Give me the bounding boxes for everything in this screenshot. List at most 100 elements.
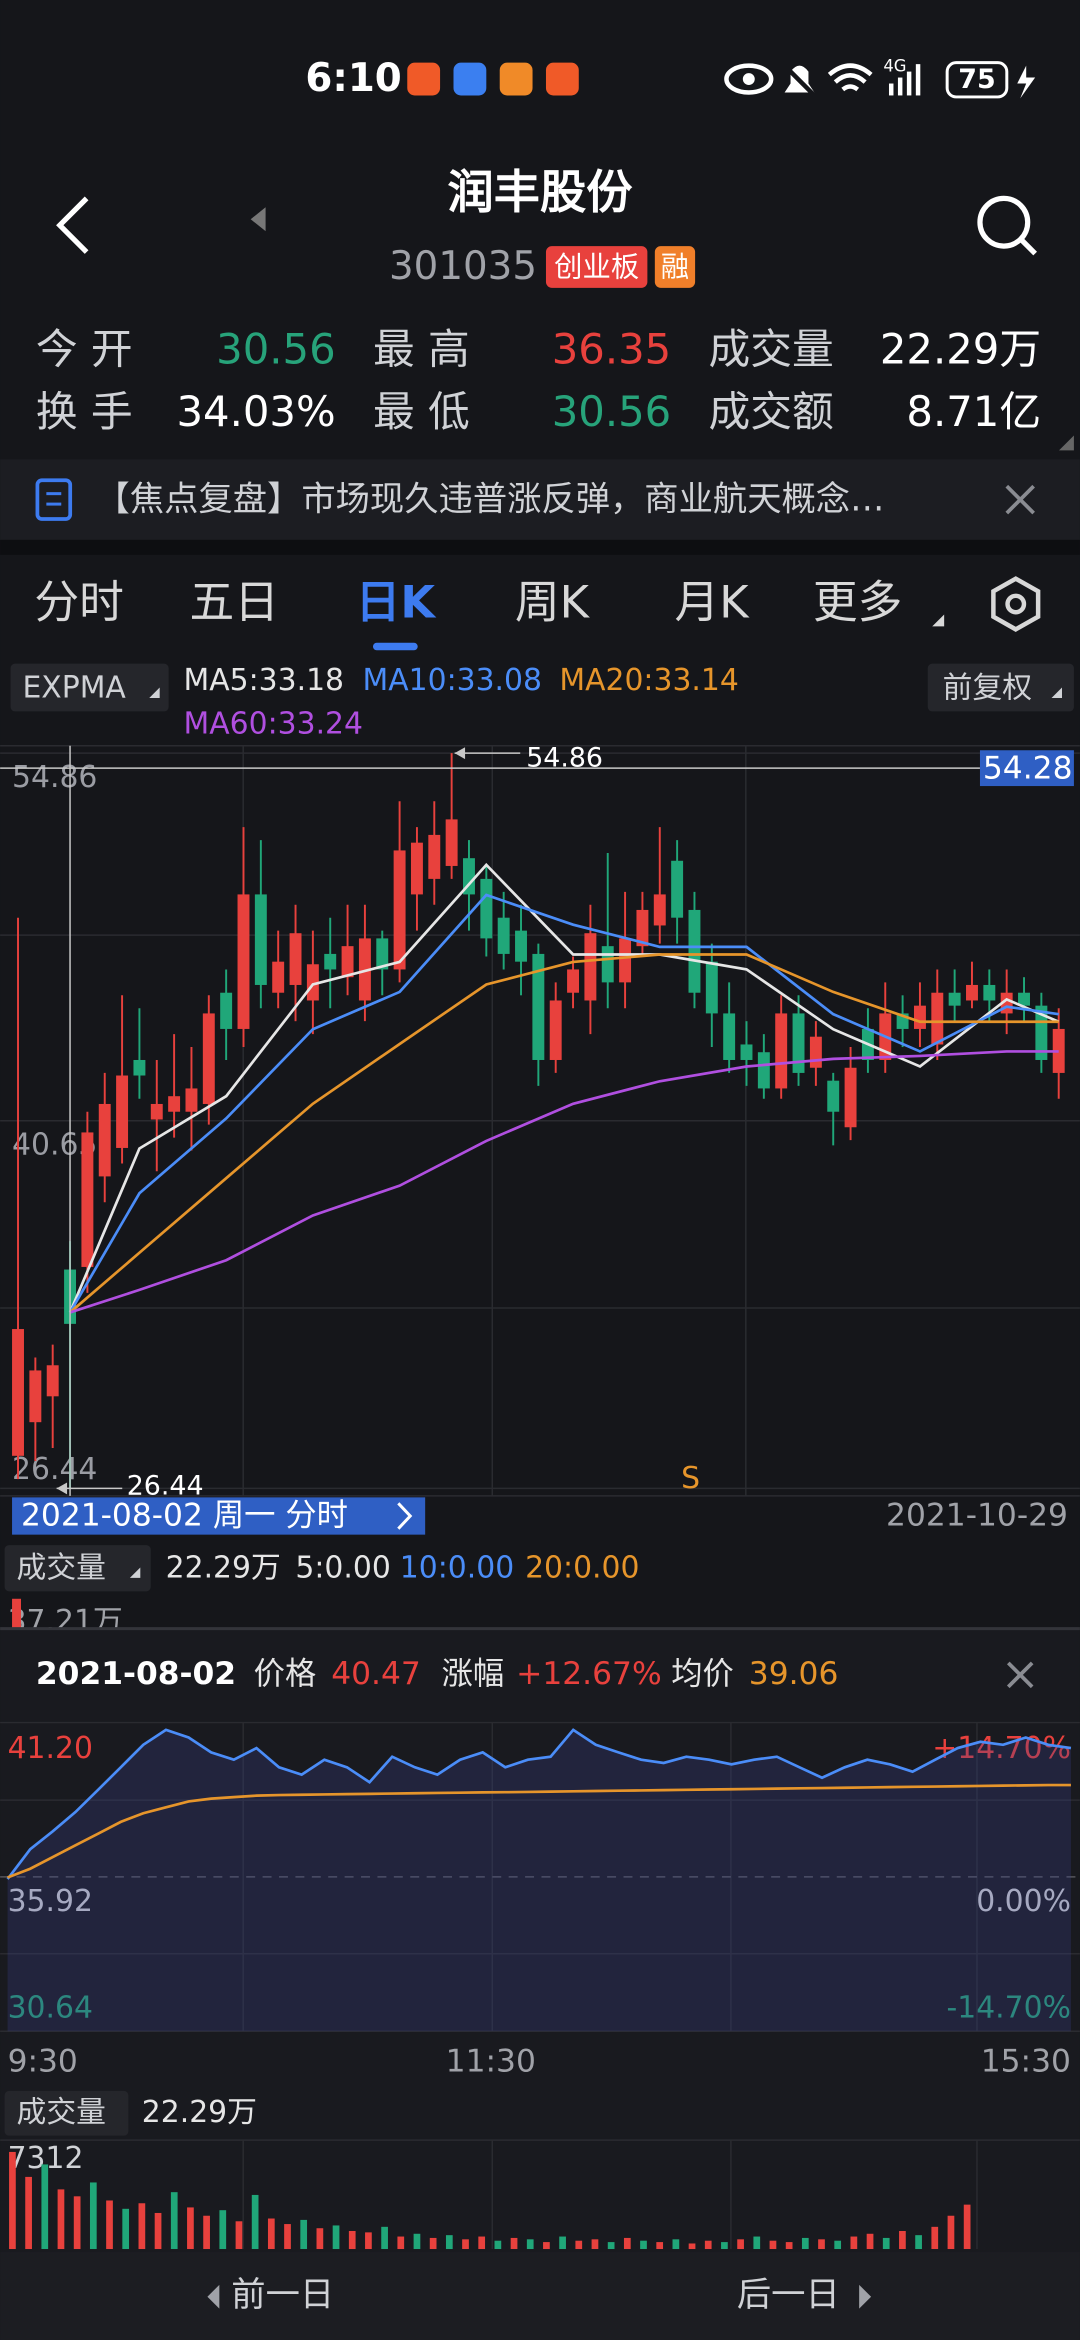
candle-body xyxy=(46,1365,59,1397)
candle-body xyxy=(619,938,632,983)
tab[interactable]: 分时 xyxy=(34,576,123,629)
candle-body xyxy=(116,1075,129,1148)
prev-stock[interactable] xyxy=(250,207,266,232)
eye-icon xyxy=(724,63,774,95)
ivolume-bar xyxy=(154,2212,162,2250)
candle-body xyxy=(896,1013,909,1029)
ivolume-bar xyxy=(737,2239,744,2250)
ivolume-bar xyxy=(187,2207,194,2250)
ma-line xyxy=(68,862,1060,1313)
candle-body xyxy=(636,909,649,947)
ivolume-bar xyxy=(106,2200,113,2250)
back-button[interactable] xyxy=(56,196,89,254)
adjust-text: 前复权 xyxy=(943,671,1032,706)
news-bar[interactable] xyxy=(0,459,1080,540)
candle-body xyxy=(272,961,285,993)
battery-frame xyxy=(945,61,1009,99)
adjust-box[interactable] xyxy=(927,663,1074,712)
footer xyxy=(0,2252,1080,2340)
ivolume-bar xyxy=(122,2208,130,2250)
ivolume-bar xyxy=(413,2233,421,2250)
intraday-close[interactable] xyxy=(1006,1661,1034,1689)
crosshair-chevron xyxy=(397,1502,413,1530)
candle-body xyxy=(549,1000,562,1060)
settings-button xyxy=(1005,593,1027,615)
ivolume-bar xyxy=(9,2151,16,2250)
candle-body xyxy=(393,850,406,970)
ivolume-bar xyxy=(89,2182,97,2250)
ivolume-bar xyxy=(365,2232,372,2250)
ivolume-bar xyxy=(300,2219,308,2250)
price-area xyxy=(7,1729,1071,2032)
ivolume-bar xyxy=(882,2237,890,2250)
wifi-icon xyxy=(827,63,873,92)
header: 润丰股份 301035 创业板 融 xyxy=(56,165,1037,289)
ivolume-bar xyxy=(138,2203,146,2250)
crosshair-date-box[interactable] xyxy=(12,1497,426,1535)
next-day[interactable]: 后一日 xyxy=(737,2275,840,2315)
tab[interactable]: 五日 xyxy=(190,576,279,629)
ivolume-label: 成交量 xyxy=(17,2095,106,2130)
tab[interactable]: 周K xyxy=(515,576,591,629)
candle-body xyxy=(775,1013,788,1089)
indicator-box[interactable] xyxy=(10,663,169,712)
news-close[interactable] xyxy=(1005,484,1035,515)
app-icon xyxy=(453,62,487,96)
ivolume-bar xyxy=(672,2239,680,2250)
ivolume-bar xyxy=(769,2240,777,2250)
tab[interactable]: 月K xyxy=(674,576,750,629)
candle-body xyxy=(341,946,354,978)
tab[interactable]: 更多 xyxy=(813,576,902,629)
candle-body xyxy=(445,819,458,866)
ivolume-bar xyxy=(559,2236,566,2250)
tab[interactable]: 日K xyxy=(356,576,438,629)
quote-label: 成交量 xyxy=(709,324,834,373)
intraday-label: 涨幅 xyxy=(442,1656,505,1692)
candle-body xyxy=(584,933,597,1001)
ivolume-bar xyxy=(41,2164,49,2250)
ivolume-bar xyxy=(607,2242,615,2250)
ivolume-bar xyxy=(931,2226,939,2250)
status-time: 6:10 xyxy=(305,56,401,101)
x-tick-label: 9:30 xyxy=(8,2044,78,2080)
app-icon xyxy=(499,62,533,96)
candle-body xyxy=(358,938,371,1001)
search-button[interactable] xyxy=(977,195,1031,249)
ivolume-bar xyxy=(801,2237,809,2250)
volume-label: 成交量 xyxy=(17,1550,106,1585)
ivolume-bar xyxy=(203,2215,210,2250)
ivolume-bar xyxy=(445,2235,453,2250)
ivolume-bar xyxy=(704,2240,712,2250)
quote-value: 30.56 xyxy=(216,324,336,373)
volume-box[interactable] xyxy=(4,1545,151,1592)
ivolume-box xyxy=(4,2090,129,2136)
settings-button[interactable] xyxy=(991,576,1041,632)
y-tick-label: 26.44 xyxy=(12,1452,97,1487)
charge-icon xyxy=(1017,65,1036,99)
intraday-value: 40.47 xyxy=(331,1656,421,1692)
quote-value: 22.29万 xyxy=(880,324,1041,373)
candle-body xyxy=(515,930,527,962)
more-arrow xyxy=(932,614,945,627)
prev-day[interactable]: 前一日 xyxy=(231,2275,334,2315)
candle-body xyxy=(428,834,441,879)
intraday-panel xyxy=(0,1628,1080,2340)
intraday-chart: +14.70%0.00%-14.70%41.2035.9230.649:3011… xyxy=(0,1728,1080,2080)
quote-label: 今 开 xyxy=(36,324,133,373)
candle-body xyxy=(966,984,978,1001)
candle-body xyxy=(237,894,250,1029)
candle-body xyxy=(324,953,337,970)
signal-bar xyxy=(915,64,921,96)
ivolume-bar xyxy=(462,2239,469,2250)
low-marker-label: 26.44 xyxy=(127,1470,204,1501)
ivolume-bar xyxy=(899,2230,906,2250)
candle-body xyxy=(913,1005,926,1029)
ivolume-bar xyxy=(753,2236,761,2250)
ivolume-bar xyxy=(219,2210,227,2250)
candle-body xyxy=(931,992,944,1045)
high-marker-label: 54.86 xyxy=(526,743,603,774)
candle-body xyxy=(983,984,996,1001)
candle-body xyxy=(133,1059,146,1076)
candle-body xyxy=(1035,1005,1048,1060)
status-bar: 6:10 4G 75 xyxy=(305,56,1036,101)
